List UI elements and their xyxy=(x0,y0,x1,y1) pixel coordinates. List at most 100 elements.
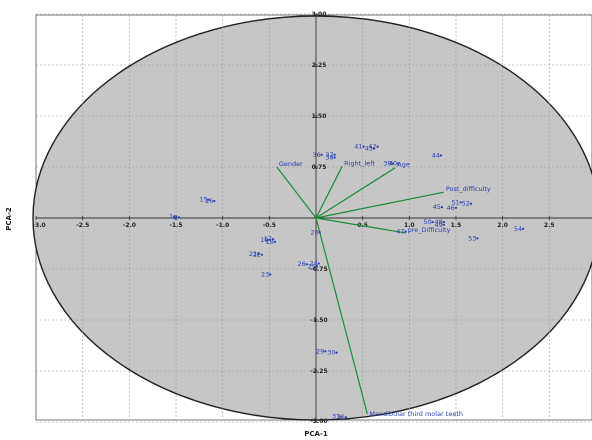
observation-label: 39 xyxy=(383,160,391,168)
observation-point xyxy=(362,145,365,148)
x-tick-label: -3.0 xyxy=(33,222,46,229)
y-tick-label: 1.50 xyxy=(312,113,327,120)
observation-point xyxy=(344,416,347,419)
observation-label: 26 xyxy=(297,260,305,268)
observation-label: 52 xyxy=(462,200,470,208)
loading-vectors: Gender Right_left Age Post_difficulty pre_Di… xyxy=(276,159,491,418)
observation-label: 32 xyxy=(337,413,345,421)
loading-vector-label: Right_left xyxy=(344,159,375,167)
observation-label: 40 xyxy=(389,160,397,168)
x-tick-label: 2.5 xyxy=(544,222,555,229)
y-tick-label: 3.00 xyxy=(312,11,327,18)
observation-label: 31 xyxy=(332,413,340,421)
loading-vector xyxy=(315,217,368,414)
observation-point xyxy=(340,415,343,418)
observation-label: 45 xyxy=(433,203,441,211)
observation-point xyxy=(271,237,275,241)
observation-point xyxy=(376,145,379,148)
observation-point xyxy=(439,154,443,157)
observation-point xyxy=(454,206,458,209)
observation-label: 29 xyxy=(316,347,324,355)
observation-label: 49 xyxy=(435,221,443,229)
observation-point xyxy=(404,230,407,233)
observation-point xyxy=(320,153,323,156)
observation-point xyxy=(459,201,462,204)
observation-label: 36 xyxy=(312,151,320,159)
observation-point xyxy=(318,231,321,234)
observation-point xyxy=(476,237,479,240)
observation-label: 25 xyxy=(308,262,316,270)
observation-label: 17 xyxy=(264,235,272,243)
observation-label: 21 xyxy=(249,250,257,258)
observation-label: 43 xyxy=(365,145,373,153)
y-tick-label: 0.75 xyxy=(312,164,327,171)
observation-label: 54 xyxy=(514,225,522,233)
observation-point xyxy=(397,162,400,165)
observation-point xyxy=(213,199,216,203)
observation-label: 38 xyxy=(325,153,333,161)
x-axis-title: PCA-1 xyxy=(304,430,328,438)
observation-label: 42 xyxy=(368,143,376,151)
observation-point xyxy=(442,220,445,224)
observation-label: 44 xyxy=(432,151,440,159)
observation-point xyxy=(431,220,434,224)
y-tick-label: -1.50 xyxy=(310,317,327,324)
loading-vector xyxy=(276,166,317,219)
loading-vector xyxy=(315,167,396,219)
observation-point xyxy=(269,273,272,276)
observation-label: 1 xyxy=(169,213,173,221)
observation-point xyxy=(442,223,445,226)
loading-vector-label: Age xyxy=(397,161,410,169)
observation-label: 46 xyxy=(447,204,455,212)
y-tick-label: -3.00 xyxy=(310,418,327,425)
x-tick-label: 2.0 xyxy=(497,222,508,229)
observation-point xyxy=(260,253,263,256)
observation-label: 19 xyxy=(260,236,268,244)
loading-vector xyxy=(315,217,406,234)
observation-label: 20 xyxy=(310,228,318,236)
observation-label: 37 xyxy=(325,151,333,159)
observation-point xyxy=(257,252,260,256)
observation-point xyxy=(333,153,336,156)
x-tick-label: 1.0 xyxy=(404,222,415,229)
observation-label: 15 xyxy=(199,196,207,204)
observation-point xyxy=(333,156,336,159)
loading-vector-label: Post_difficulty xyxy=(446,185,491,193)
x-tick-label: -1.0 xyxy=(216,222,229,229)
observation-point xyxy=(372,147,375,150)
observation-point xyxy=(324,350,327,353)
observation-label: 2 xyxy=(174,213,178,221)
observation-label: 18 xyxy=(266,238,274,246)
y-tick-label: -0.75 xyxy=(310,266,327,273)
x-tick-label: -2.0 xyxy=(123,222,136,229)
observation-point xyxy=(391,162,394,165)
observation-point xyxy=(273,240,277,243)
loading-vector-label: pre_Difficulty xyxy=(408,226,451,234)
observation-label: 24 xyxy=(310,260,318,268)
observation-point xyxy=(335,351,338,354)
loading-vector xyxy=(315,191,444,219)
observation-label: 41 xyxy=(354,143,362,151)
observation-point xyxy=(469,202,472,205)
observation-label: 51 xyxy=(451,198,459,206)
observation-label: 47 xyxy=(396,228,404,236)
observation-point xyxy=(315,265,319,268)
loading-vector-label: Mandibular third molar teeth xyxy=(369,410,463,418)
observation-label: 48 xyxy=(435,218,443,226)
y-axis-title: PCA-2 xyxy=(5,207,13,231)
tick-labels: -3.0-2.5-2.0-1.5-1.0-0.50.51.01.52.02.53… xyxy=(33,11,555,425)
observation-point xyxy=(305,263,308,266)
y-tick-label: 2.25 xyxy=(312,62,327,69)
observation-label: 22 xyxy=(253,251,261,259)
y-tick-label: -2.25 xyxy=(310,368,327,375)
observation-point xyxy=(268,238,271,241)
observation-point xyxy=(177,216,180,219)
x-tick-label: -1.5 xyxy=(169,222,182,229)
observation-point xyxy=(522,227,525,230)
x-tick-label: -0.5 xyxy=(263,222,276,229)
observation-label: 50 xyxy=(423,218,431,226)
observation-label: 23 xyxy=(261,270,269,278)
observation-label: 16 xyxy=(205,197,213,205)
